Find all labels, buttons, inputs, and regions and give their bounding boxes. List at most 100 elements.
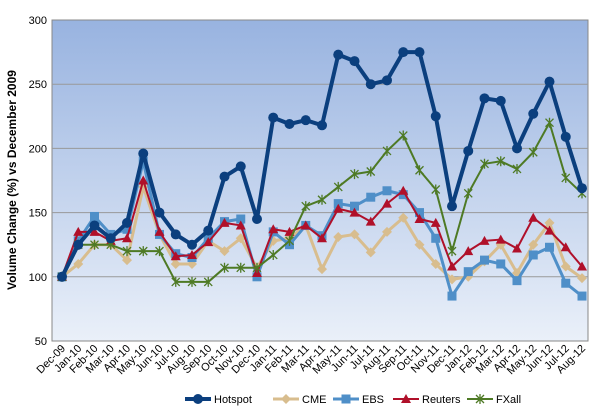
data-point bbox=[122, 246, 132, 257]
data-point bbox=[496, 156, 506, 167]
data-point bbox=[317, 233, 327, 243]
data-point bbox=[333, 203, 344, 213]
data-point bbox=[544, 76, 555, 87]
data-point bbox=[545, 117, 554, 128]
data-point bbox=[268, 249, 278, 260]
data-point bbox=[545, 242, 554, 252]
data-point bbox=[560, 242, 571, 252]
data-point bbox=[122, 255, 132, 266]
data-point bbox=[333, 231, 344, 242]
data-point bbox=[414, 239, 425, 250]
data-point bbox=[122, 233, 132, 243]
data-point bbox=[577, 291, 587, 301]
data-point bbox=[382, 145, 392, 156]
data-point bbox=[398, 47, 409, 58]
data-point bbox=[561, 172, 571, 183]
data-point bbox=[187, 249, 197, 259]
data-point bbox=[219, 171, 230, 182]
data-point bbox=[431, 233, 441, 243]
data-point bbox=[366, 192, 376, 202]
data-point bbox=[268, 112, 279, 123]
data-point bbox=[463, 246, 474, 256]
legend-marker bbox=[341, 394, 351, 404]
data-point bbox=[155, 246, 164, 257]
data-point bbox=[577, 183, 587, 194]
data-point bbox=[317, 120, 327, 131]
legend-label: EBS bbox=[362, 394, 384, 406]
data-point bbox=[203, 276, 213, 287]
data-point bbox=[544, 217, 555, 228]
data-point bbox=[138, 246, 148, 257]
data-point bbox=[528, 147, 538, 158]
data-point bbox=[560, 131, 571, 142]
y-tick-label: 50 bbox=[35, 336, 47, 348]
legend-item-reuters: Reuters bbox=[393, 394, 461, 406]
data-point bbox=[268, 224, 279, 234]
data-point bbox=[203, 225, 214, 236]
data-point bbox=[105, 233, 116, 244]
data-point bbox=[349, 229, 360, 240]
data-point bbox=[90, 239, 99, 250]
data-point bbox=[138, 148, 149, 159]
data-point bbox=[560, 261, 571, 272]
data-point bbox=[73, 258, 84, 269]
data-point bbox=[479, 235, 490, 245]
data-point bbox=[496, 259, 506, 269]
data-point bbox=[300, 115, 311, 126]
y-tick-label: 250 bbox=[29, 79, 47, 91]
data-point bbox=[89, 220, 100, 231]
data-point bbox=[170, 258, 181, 269]
data-point bbox=[382, 198, 392, 208]
data-point bbox=[236, 214, 246, 224]
data-point bbox=[577, 261, 587, 271]
y-axis-label: Volume Change (%) vs December 2009 bbox=[5, 70, 19, 290]
plot-area bbox=[51, 19, 589, 342]
data-point bbox=[317, 194, 327, 205]
data-point bbox=[187, 276, 197, 287]
data-point bbox=[398, 185, 409, 195]
data-point bbox=[398, 212, 409, 223]
legend-marker bbox=[193, 394, 203, 404]
data-point bbox=[577, 273, 587, 284]
legend-marker bbox=[401, 394, 411, 403]
legend-marker bbox=[475, 394, 485, 404]
legend-label: CME bbox=[302, 394, 326, 406]
legend-label: FXall bbox=[496, 394, 521, 406]
data-point bbox=[430, 258, 441, 269]
data-point bbox=[480, 158, 489, 169]
series-hotspot bbox=[57, 47, 587, 282]
data-point bbox=[170, 229, 181, 240]
legend-item-ebs: EBS bbox=[333, 394, 384, 406]
data-point bbox=[431, 184, 441, 195]
legend-marker bbox=[281, 394, 291, 404]
data-point bbox=[300, 220, 311, 230]
data-point bbox=[512, 163, 522, 174]
data-point bbox=[350, 169, 359, 180]
data-point bbox=[447, 291, 457, 301]
data-point bbox=[301, 201, 311, 212]
data-point bbox=[219, 217, 230, 227]
data-point bbox=[138, 175, 149, 185]
data-point bbox=[366, 166, 376, 177]
data-point bbox=[154, 207, 165, 218]
y-tick-label: 100 bbox=[29, 272, 47, 284]
legend-item-fxall: FXall bbox=[467, 394, 521, 406]
data-point bbox=[122, 217, 132, 228]
data-point bbox=[463, 267, 473, 277]
legend-label: Hotspot bbox=[214, 394, 252, 406]
data-point bbox=[73, 226, 84, 236]
data-point bbox=[333, 49, 344, 60]
data-point bbox=[415, 165, 424, 176]
data-point bbox=[528, 239, 539, 250]
data-point bbox=[220, 262, 229, 273]
data-point bbox=[236, 262, 246, 273]
data-point bbox=[414, 47, 425, 58]
data-point bbox=[252, 262, 262, 273]
data-point bbox=[512, 276, 522, 286]
data-point bbox=[544, 225, 555, 235]
data-point bbox=[382, 75, 392, 86]
series-fxall bbox=[57, 117, 587, 287]
data-point bbox=[561, 278, 571, 288]
data-point bbox=[219, 246, 230, 257]
